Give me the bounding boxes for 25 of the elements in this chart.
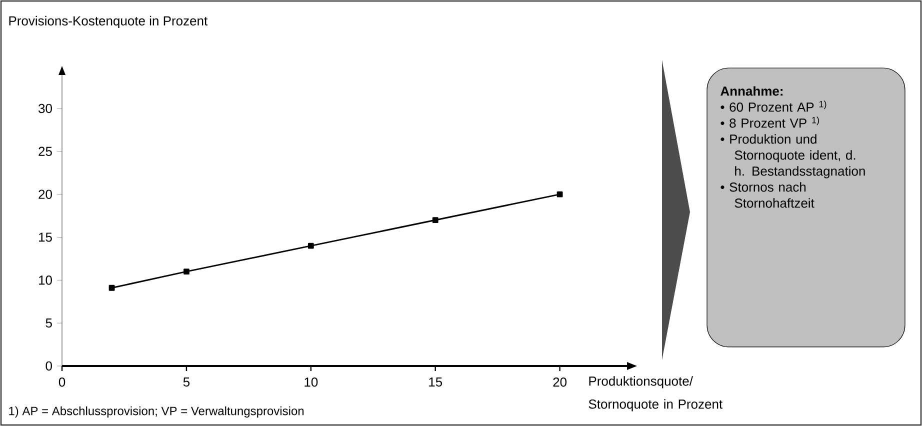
- y-tick-label: 20: [38, 190, 52, 199]
- x-axis-title: Produktionsquote/ Stornoquote in Prozent: [588, 376, 722, 412]
- y-tick-label: 15: [39, 232, 52, 242]
- point: [308, 242, 314, 249]
- point: [432, 217, 438, 224]
- y-tick-label: 0: [46, 361, 52, 371]
- text: • 60 Prozent AP $^{1)}$: [720, 100, 826, 112]
- y-tick-label: 10: [39, 276, 52, 285]
- y-tick-label: 30: [38, 104, 52, 114]
- point: [556, 191, 563, 198]
- x-tick-label: 20: [553, 378, 567, 387]
- y-tick-label: 5: [46, 318, 52, 328]
- text: • Stornos nach Stornohaftzeit: [720, 182, 814, 208]
- text: • 8 Prozent VP $^{1)}$: [720, 116, 819, 128]
- x-tick-label: 15: [429, 378, 442, 387]
- text: Annahme:: [720, 86, 782, 96]
- point: [108, 284, 115, 291]
- y-tick-label: 25: [38, 146, 52, 156]
- y-axis-title: Provisions-Kostenquote in Prozent: [9, 16, 208, 28]
- point: [184, 268, 190, 275]
- x-tick-label: 0: [58, 378, 66, 387]
- text: 1) AP = Abschlussprovision; VP = Verwaltungsprovision: [9, 406, 304, 418]
- x-tick-label: 10: [304, 378, 318, 387]
- x-tick-label: 5: [183, 378, 190, 387]
- text: • Produktion und Stornoquote ident, d. h. Bestandsstagnation: [720, 134, 865, 178]
